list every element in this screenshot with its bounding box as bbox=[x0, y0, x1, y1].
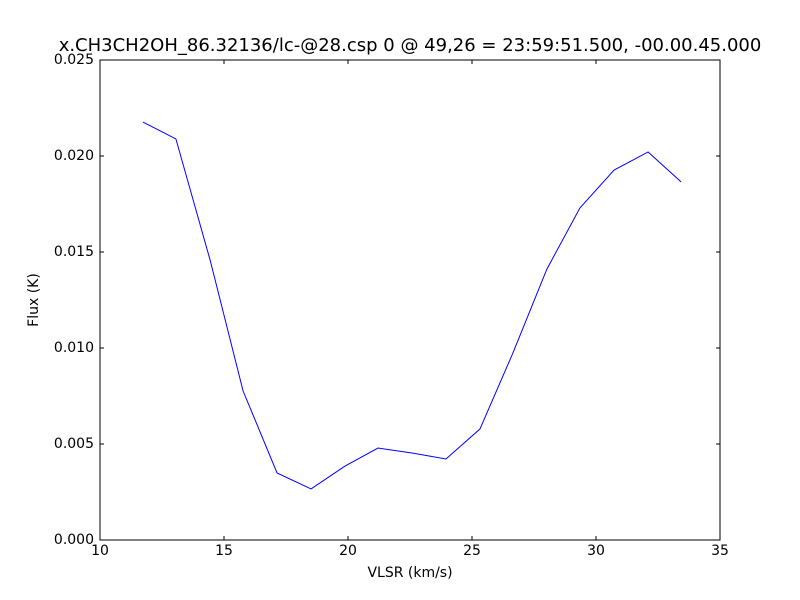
y-tick-label: 0.025 bbox=[54, 52, 94, 68]
x-tick-label: 10 bbox=[91, 543, 109, 559]
y-tick-label: 0.010 bbox=[54, 340, 94, 356]
data-line bbox=[142, 121, 682, 490]
x-tick-label: 15 bbox=[215, 543, 233, 559]
x-axis-label: VLSR (km/s) bbox=[367, 565, 452, 581]
y-axis-label: Flux (K) bbox=[26, 273, 42, 327]
y-tick-label: 0.000 bbox=[54, 532, 94, 548]
plot-frame bbox=[99, 59, 721, 541]
y-tick-label: 0.015 bbox=[54, 244, 94, 260]
x-tick-label: 35 bbox=[711, 543, 729, 559]
y-tick-label: 0.020 bbox=[54, 148, 94, 164]
x-tick-label: 25 bbox=[463, 543, 481, 559]
x-tick-label: 30 bbox=[587, 543, 605, 559]
chart-title: x.CH3CH2OH_86.32136/lc-@28.csp 0 @ 49,26… bbox=[59, 35, 762, 56]
x-tick-label: 20 bbox=[339, 543, 357, 559]
y-tick-label: 0.005 bbox=[54, 436, 94, 452]
